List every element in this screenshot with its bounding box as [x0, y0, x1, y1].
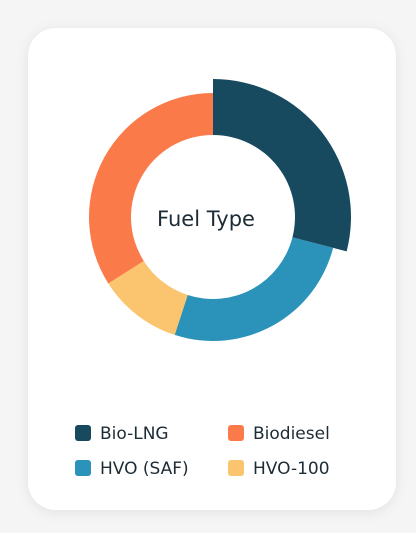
donut	[88, 79, 351, 341]
donut-segment	[174, 237, 334, 341]
legend-swatch	[75, 460, 91, 476]
donut-segment	[108, 260, 188, 335]
legend-label: Biodiesel	[253, 424, 330, 444]
legend: Bio-LNG HVO (SAF) HVO-100 Biodiesel	[75, 424, 330, 479]
legend-label: HVO (SAF)	[100, 459, 189, 479]
legend-label: Bio-LNG	[100, 424, 169, 444]
legend-swatch	[75, 425, 91, 441]
legend-swatch	[228, 425, 244, 441]
legend-label: HVO-100	[253, 459, 330, 479]
legend-swatch	[228, 460, 244, 476]
chart-title: Fuel Type	[157, 207, 255, 231]
donut-segment	[88, 93, 213, 284]
donut-segment	[213, 79, 351, 252]
